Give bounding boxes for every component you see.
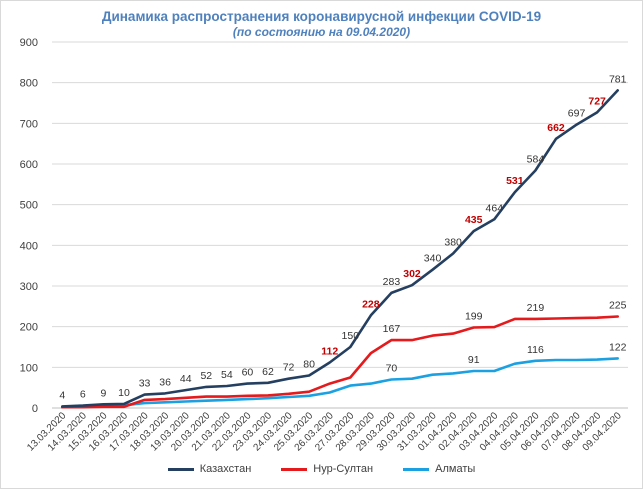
data-label: 52 <box>200 370 212 382</box>
data-label: 727 <box>588 95 606 107</box>
data-label: 72 <box>283 362 295 374</box>
data-label: 9 <box>101 387 107 399</box>
legend-swatch-almaty <box>403 467 430 471</box>
data-label: 167 <box>383 323 401 335</box>
data-label: 36 <box>159 376 171 388</box>
data-label: 112 <box>321 345 338 357</box>
data-label: 340 <box>424 253 442 265</box>
legend-swatch-kazakhstan <box>167 467 194 471</box>
y-tick-label: 0 <box>32 403 38 415</box>
chart-title: Динамика распространения коронавирусной … <box>101 9 542 24</box>
data-label: 80 <box>303 358 315 370</box>
y-tick-label: 700 <box>20 118 38 130</box>
legend-label-almaty: Алматы <box>435 463 476 475</box>
data-label: 54 <box>221 369 233 381</box>
y-tick-label: 300 <box>20 281 38 293</box>
y-tick-label: 900 <box>20 37 38 49</box>
data-label: 116 <box>527 344 544 356</box>
y-tick-label: 800 <box>20 78 38 90</box>
series-line <box>60 357 620 409</box>
data-label: 228 <box>362 298 380 310</box>
data-label: 60 <box>242 367 254 379</box>
data-label: 150 <box>342 330 360 342</box>
series-line <box>60 89 620 408</box>
chart-subtitle: (по состоянию на 09.04.2020) <box>232 25 411 39</box>
data-label: 781 <box>609 73 627 85</box>
legend-swatch-nur-sultan <box>281 467 308 471</box>
data-label: 44 <box>180 373 192 385</box>
data-label: 283 <box>383 276 401 288</box>
y-tick-label: 600 <box>20 159 38 171</box>
data-label: 70 <box>386 363 398 375</box>
data-label: 464 <box>486 202 504 214</box>
data-label: 225 <box>609 300 627 312</box>
data-label: 697 <box>568 108 586 120</box>
data-label: 199 <box>465 310 483 322</box>
data-label: 6 <box>80 389 86 401</box>
data-label: 302 <box>403 268 421 280</box>
legend-item-kazakhstan: Казахстан <box>167 463 252 475</box>
data-label: 4 <box>59 389 65 401</box>
data-label: 10 <box>118 387 130 399</box>
legend-item-almaty: Алматы <box>403 463 475 475</box>
series-line <box>60 315 620 409</box>
legend-item-nur-sultan: Нур-Султан <box>281 463 373 475</box>
y-tick-label: 500 <box>20 200 38 212</box>
data-label: 62 <box>262 366 274 378</box>
y-tick-label: 200 <box>20 322 38 334</box>
data-label: 122 <box>609 341 627 353</box>
data-label: 531 <box>506 175 524 187</box>
data-label: 380 <box>444 236 462 248</box>
data-label: 662 <box>547 122 565 134</box>
y-tick-label: 100 <box>20 362 38 374</box>
data-label: 584 <box>527 154 545 166</box>
data-label: 219 <box>527 302 545 314</box>
legend-label-kazakhstan: Казахстан <box>199 463 252 475</box>
line-chart: 010020030040050060070080090013.03.202014… <box>20 37 628 454</box>
legend-label-nur-sultan: Нур-Султан <box>313 463 374 475</box>
data-label: 91 <box>468 354 480 366</box>
data-label: 435 <box>465 214 483 226</box>
data-label: 33 <box>139 378 151 390</box>
y-tick-label: 400 <box>20 240 38 252</box>
chart-legend: Казахстан Нур-Султан Алматы <box>0 463 643 475</box>
